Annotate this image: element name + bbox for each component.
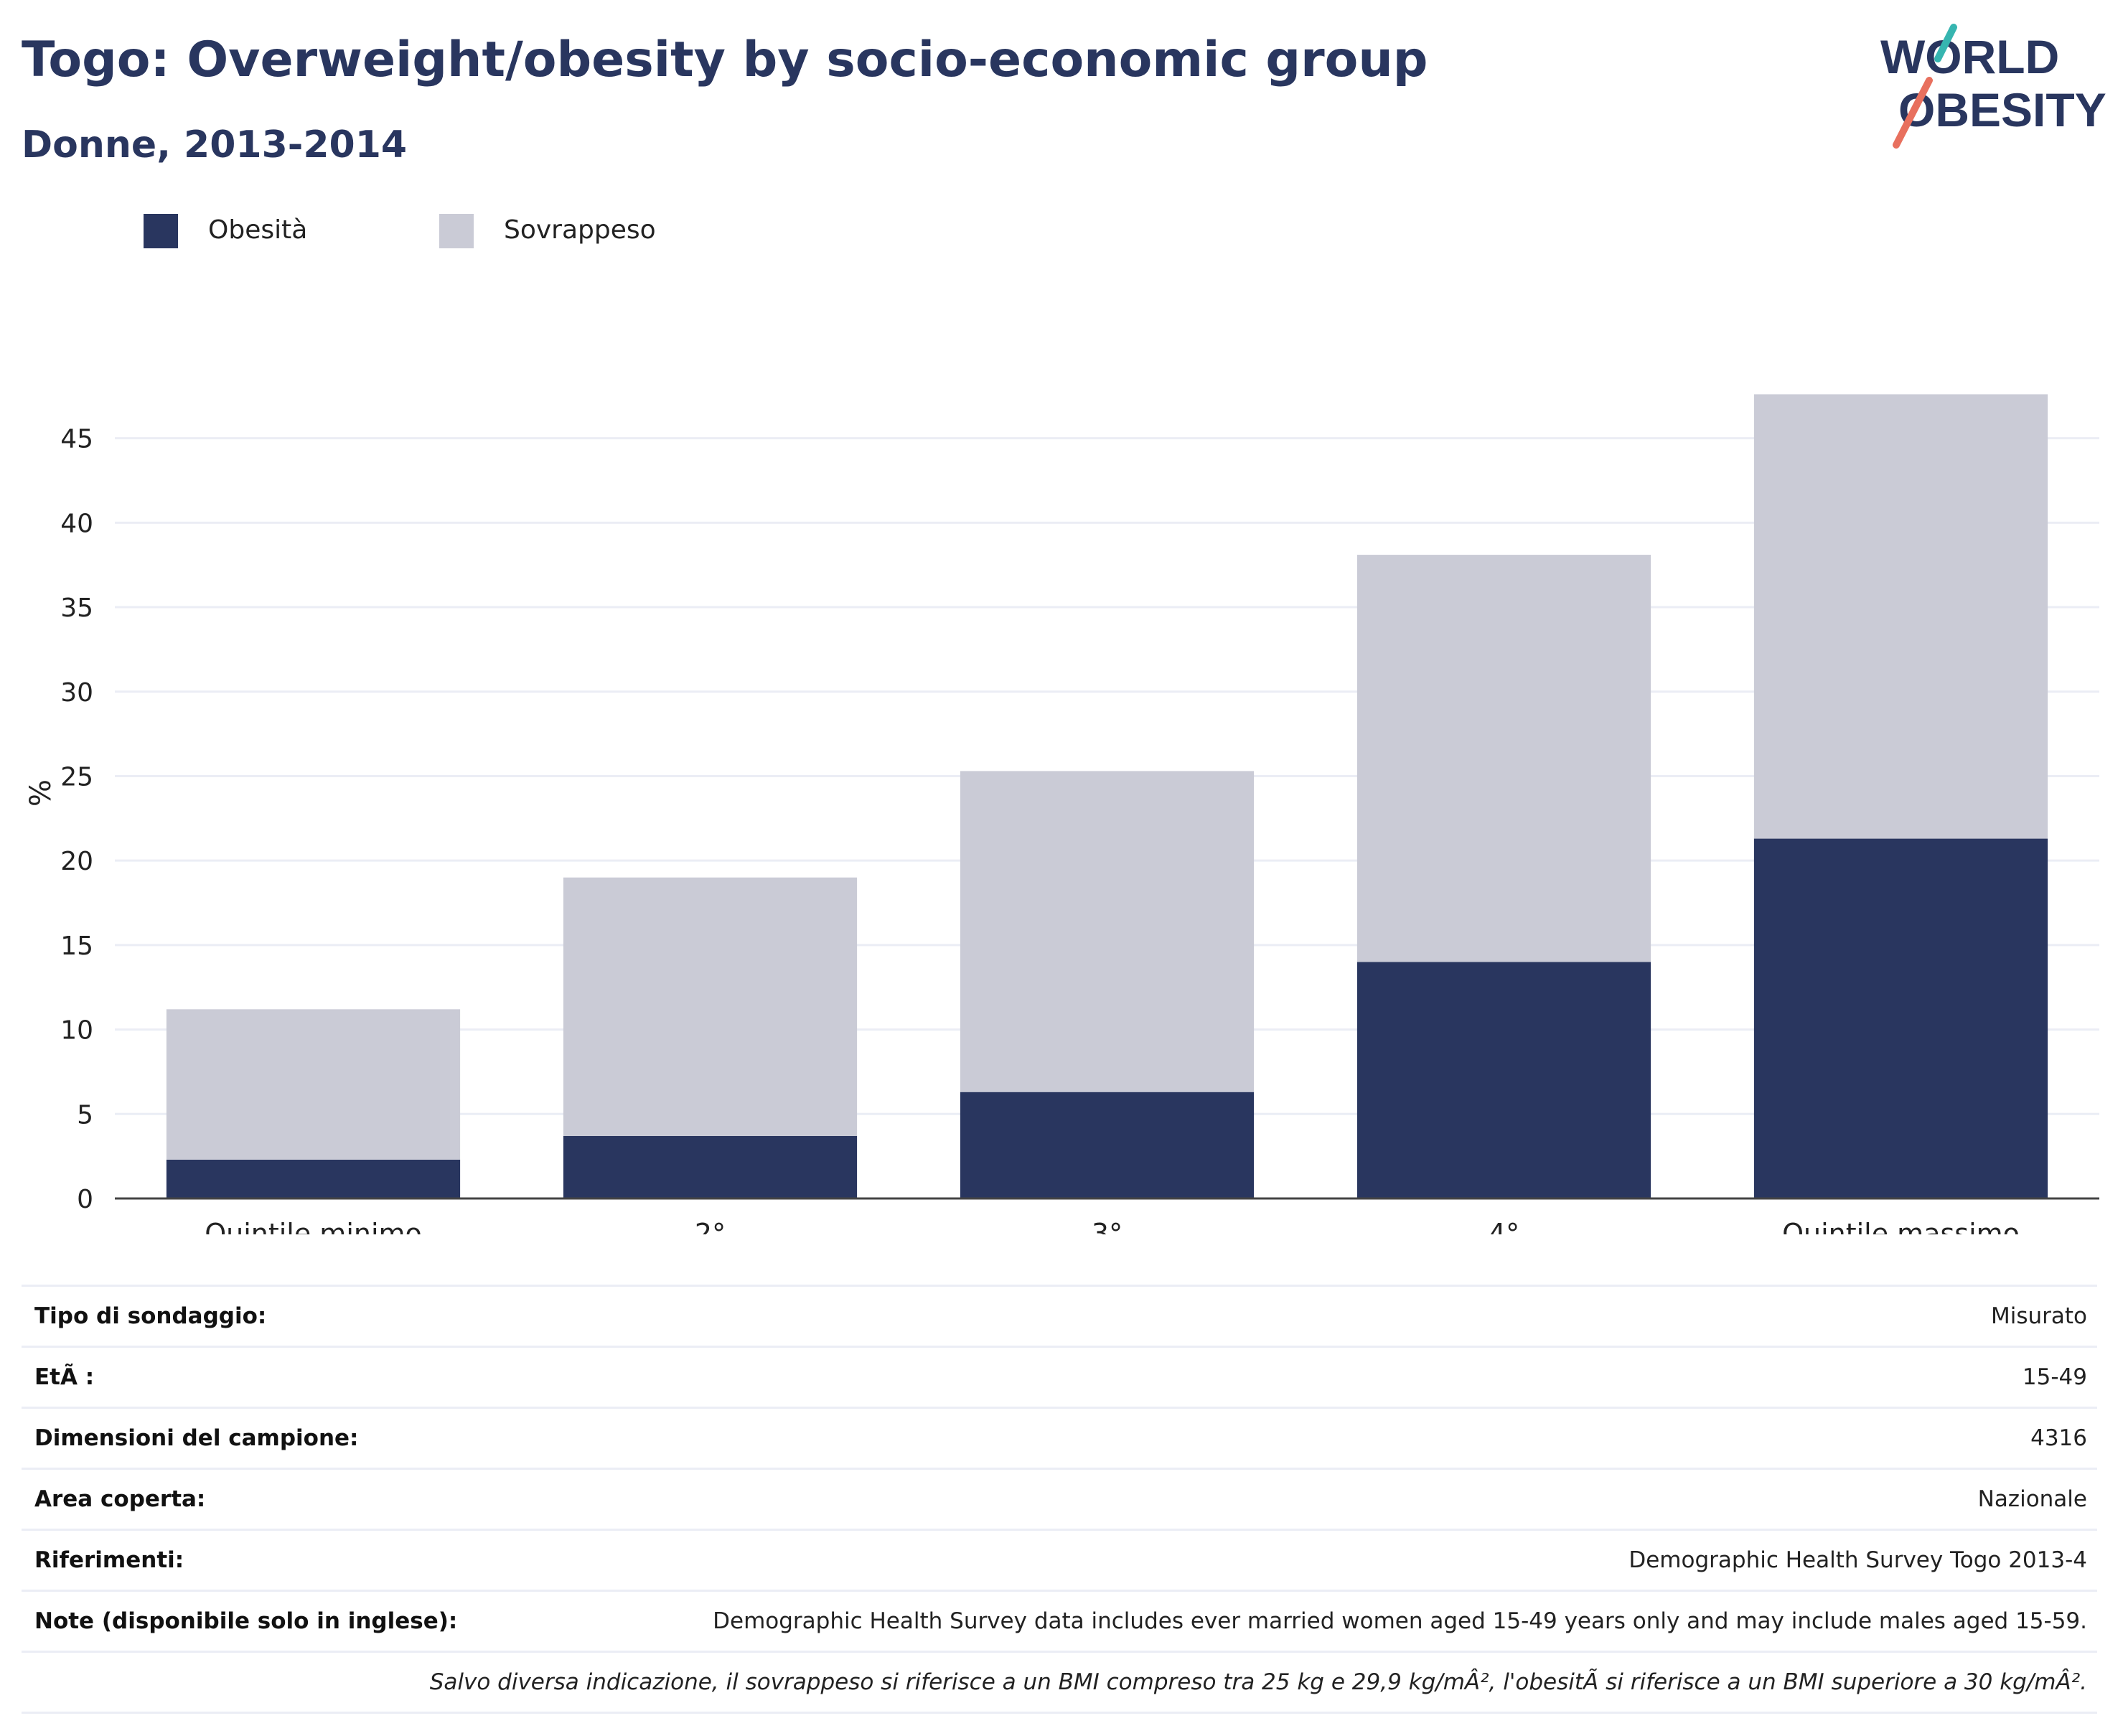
chart-bars — [166, 394, 2048, 1198]
y-tick-label: 35 — [60, 593, 93, 623]
info-row: Tipo di sondaggio: Misurato — [22, 1285, 2097, 1346]
y-tick-label: 25 — [60, 762, 93, 792]
info-label: Note (disponibile solo in inglese): — [34, 1608, 458, 1634]
info-value: Nazionale — [1977, 1486, 2087, 1512]
info-row: Area coperta: Nazionale — [22, 1468, 2097, 1529]
y-tick-label: 45 — [60, 425, 93, 454]
info-value: Demographic Health Survey Togo 2013-4 — [1628, 1547, 2087, 1573]
y-axis-tick-labels: 0 5 10 15 20 25 30 35 40 45 — [60, 425, 93, 1214]
info-row: Dimensioni del campione: 4316 — [22, 1407, 2097, 1468]
legend-swatch-obesity — [144, 214, 178, 248]
info-label: Riferimenti: — [34, 1547, 184, 1573]
info-value: Misurato — [1990, 1303, 2087, 1329]
bar-obesity[interactable] — [960, 1092, 1255, 1198]
y-tick-label: 30 — [60, 678, 93, 708]
bar-overweight[interactable] — [960, 771, 1255, 1092]
y-tick-label: 0 — [77, 1185, 93, 1214]
x-axis-tick-labels: Quintile minimo 2° 3° 4° Quintile massimo — [205, 1218, 2020, 1234]
info-value: 4316 — [2030, 1425, 2087, 1451]
y-tick-label: 15 — [60, 932, 93, 961]
bar-obesity[interactable] — [166, 1159, 461, 1198]
legend-label-overweight: Sovrappeso — [504, 215, 656, 245]
info-label: Area coperta: — [34, 1486, 206, 1512]
info-label: EtÃ : — [34, 1364, 95, 1390]
x-tick-label: 4° — [1489, 1218, 1519, 1234]
logo-coral-slash — [1893, 77, 1933, 149]
chart-subtitle: Donne, 2013-2014 — [22, 123, 408, 166]
bar-obesity[interactable] — [1356, 962, 1651, 1198]
world-obesity-logo: WORLD OBESITY — [1880, 24, 2106, 149]
info-row: Riferimenti: Demographic Health Survey To… — [22, 1529, 2097, 1590]
legend-swatch-overweight — [439, 214, 474, 248]
bar-overweight[interactable] — [166, 1009, 461, 1160]
logo-teal-slash — [1934, 24, 1957, 62]
footnote-text: Salvo diversa indicazione, il sovrappeso… — [429, 1669, 2087, 1695]
legend-label-obesity: Obesità — [208, 215, 308, 245]
info-value: Demographic Health Survey data includes … — [713, 1608, 2087, 1634]
footnote-row: Salvo diversa indicazione, il sovrappeso… — [22, 1651, 2097, 1714]
y-tick-label: 5 — [77, 1100, 93, 1130]
x-tick-label: Quintile minimo — [205, 1218, 422, 1234]
y-tick-label: 10 — [60, 1016, 93, 1046]
bar-obesity[interactable] — [1753, 838, 2048, 1198]
info-label: Dimensioni del campione: — [34, 1425, 359, 1451]
info-value: 15-49 — [2022, 1364, 2087, 1390]
y-axis-label: % — [24, 779, 57, 807]
logo-text-world: WORLD — [1880, 30, 2059, 83]
chart-title: Togo: Overweight/obesity by socio-econom… — [22, 32, 1428, 88]
stacked-bar-chart: 0 5 10 15 20 25 30 35 40 45 Quintile minimo 2° 3° 4°… — [24, 394, 2099, 1234]
x-tick-label: Quintile massimo — [1782, 1218, 2020, 1234]
x-tick-label: 2° — [695, 1218, 726, 1234]
info-row: Note (disponibile solo in inglese): Demog… — [22, 1590, 2097, 1651]
bar-overweight[interactable] — [1356, 555, 1651, 962]
bar-overweight[interactable] — [1753, 394, 2048, 839]
survey-info-table: Tipo di sondaggio: Misurato EtÃ : 15-49 Dime… — [22, 1285, 2097, 1714]
bar-obesity[interactable] — [563, 1135, 858, 1198]
y-tick-label: 20 — [60, 847, 93, 876]
info-label: Tipo di sondaggio: — [34, 1303, 267, 1329]
info-row: EtÃ : 15-49 — [22, 1346, 2097, 1407]
y-tick-label: 40 — [60, 509, 93, 538]
logo-text-obesity: OBESITY — [1898, 83, 2106, 136]
x-tick-label: 3° — [1092, 1218, 1123, 1234]
bar-overweight[interactable] — [563, 877, 858, 1136]
